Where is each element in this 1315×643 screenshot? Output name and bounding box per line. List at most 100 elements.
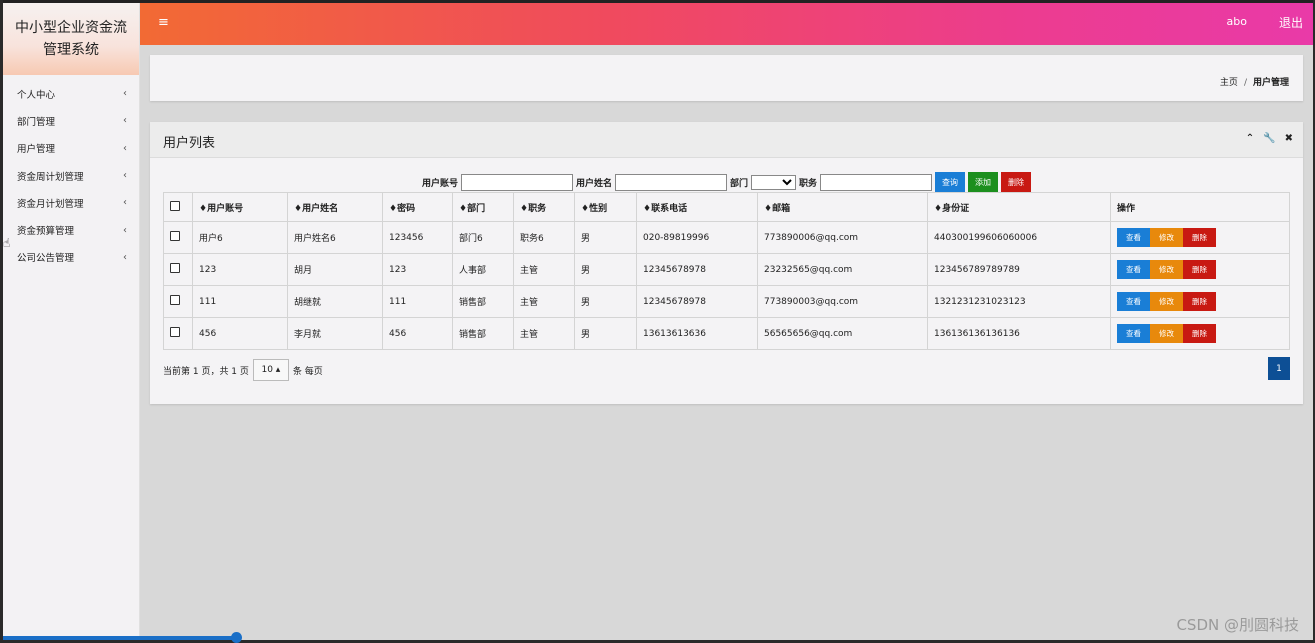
card-header: 用户列表 ⌃ 🔧 ✖ <box>150 122 1303 158</box>
cell-account: 456 <box>192 317 288 350</box>
breadcrumb-panel: 主页 / 用户管理 <box>150 55 1303 101</box>
progress-handle[interactable] <box>231 632 242 643</box>
pagination-info: 当前第 1 页，共 1 页 10 ▴ 条 每页 <box>163 359 323 381</box>
column-header[interactable]: ♦联系电话 <box>636 192 758 222</box>
select-all-checkbox[interactable] <box>163 192 193 222</box>
sidebar-item-label: 资金周计划管理 <box>17 171 84 183</box>
sidebar-item-monthly-plan[interactable]: 资金月计划管理 ‹ <box>3 189 139 216</box>
delete-button[interactable]: 删除 <box>1183 324 1216 343</box>
delete-button[interactable]: 删除 <box>1183 260 1216 279</box>
bulk-delete-button[interactable]: 删除 <box>1001 172 1032 193</box>
sidebar-item-label: 资金预算管理 <box>17 226 75 238</box>
sidebar-item-label: 个人中心 <box>17 89 56 101</box>
column-header[interactable]: ♦用户账号 <box>192 192 288 222</box>
page-button-current[interactable]: 1 <box>1268 357 1290 380</box>
card-title: 用户列表 <box>163 136 216 151</box>
sidebar: 中小型企业资金流管理系统 个人中心 ‹ 部门管理 ‹ 用户管理 ‹ 资金周计划管理 ‹ … <box>3 3 140 640</box>
menu-toggle-icon[interactable]: ≡ <box>158 15 169 30</box>
per-page-label: 条 每页 <box>292 366 323 377</box>
view-button[interactable]: 查看 <box>1117 228 1150 247</box>
cell-email: 56565656@qq.com <box>757 317 928 350</box>
sidebar-item-department[interactable]: 部门管理 ‹ <box>3 107 139 134</box>
row-checkbox[interactable] <box>163 285 193 318</box>
column-header[interactable]: ♦邮箱 <box>757 192 928 222</box>
column-header: 操作 <box>1110 192 1290 222</box>
cell-id-card: 440300199606060006 <box>927 221 1111 254</box>
mouse-cursor-icon: ☝ <box>3 236 11 250</box>
query-button[interactable]: 查询 <box>935 172 966 193</box>
column-header[interactable]: ♦部门 <box>452 192 514 222</box>
breadcrumb: 主页 / 用户管理 <box>1220 75 1289 88</box>
column-header[interactable]: ♦用户姓名 <box>287 192 383 222</box>
sidebar-item-budget[interactable]: 资金预算管理 ‹ <box>3 216 139 243</box>
sidebar-item-personal-center[interactable]: 个人中心 ‹ <box>3 80 139 107</box>
chevron-left-icon: ‹ <box>123 142 127 154</box>
column-header[interactable]: ♦性别 <box>574 192 637 222</box>
cell-position: 主管 <box>513 253 575 286</box>
page-size-select[interactable]: 10 ▴ <box>252 359 289 381</box>
column-header[interactable]: ♦身份证 <box>927 192 1111 222</box>
cell-gender: 男 <box>574 317 637 350</box>
collapse-icon[interactable]: ⌃ <box>1245 133 1255 144</box>
account-label: 用户账号 <box>421 179 458 189</box>
breadcrumb-current: 用户管理 <box>1252 78 1289 88</box>
cell-gender: 男 <box>574 285 637 318</box>
sidebar-item-label: 资金月计划管理 <box>17 198 84 210</box>
cell-actions: 查看 修改 删除 <box>1110 221 1290 254</box>
view-button[interactable]: 查看 <box>1117 292 1150 311</box>
logout-link[interactable]: 退出 <box>1278 16 1303 30</box>
wrench-icon[interactable]: 🔧 <box>1263 133 1276 144</box>
row-checkbox[interactable] <box>163 253 193 286</box>
row-checkbox[interactable] <box>163 317 193 350</box>
edit-button[interactable]: 修改 <box>1150 260 1183 279</box>
watermark: CSDN @刖圆科技 <box>1176 616 1299 634</box>
delete-button[interactable]: 删除 <box>1183 228 1216 247</box>
cell-email: 773890006@qq.com <box>757 221 928 254</box>
position-input[interactable] <box>820 174 933 191</box>
cell-account: 用户6 <box>192 221 288 254</box>
cell-position: 主管 <box>513 317 575 350</box>
sidebar-item-weekly-plan[interactable]: 资金周计划管理 ‹ <box>3 162 139 189</box>
edit-button[interactable]: 修改 <box>1150 228 1183 247</box>
view-button[interactable]: 查看 <box>1117 260 1150 279</box>
user-table: ♦用户账号 ♦用户姓名 ♦密码 ♦部门 ♦职务 ♦性别 ♦联系电话 ♦邮箱 ♦身… <box>163 192 1290 350</box>
view-button[interactable]: 查看 <box>1117 324 1150 343</box>
table-row: 111 胡继就 111 销售部 主管 男 12345678978 7738900… <box>163 285 1290 318</box>
cell-password: 123 <box>382 253 453 286</box>
cell-actions: 查看 修改 删除 <box>1110 285 1290 318</box>
column-header[interactable]: ♦密码 <box>382 192 453 222</box>
chevron-left-icon: ‹ <box>123 197 127 209</box>
name-input[interactable] <box>615 174 727 191</box>
breadcrumb-home[interactable]: 主页 <box>1219 78 1238 88</box>
sidebar-item-users[interactable]: 用户管理 ‹ <box>3 135 139 162</box>
table-row: 456 李月就 456 销售部 主管 男 13613613636 5656565… <box>163 317 1290 350</box>
table-row: 用户6 用户姓名6 123456 部门6 职务6 男 020-89819996 … <box>163 221 1290 254</box>
table-row: 123 胡月 123 人事部 主管 男 12345678978 23232565… <box>163 253 1290 286</box>
dept-select[interactable] <box>751 175 797 190</box>
column-header[interactable]: ♦职务 <box>513 192 575 222</box>
cell-id-card: 123456789789789 <box>927 253 1111 286</box>
account-input[interactable] <box>460 174 573 191</box>
edit-button[interactable]: 修改 <box>1150 324 1183 343</box>
cell-name: 胡月 <box>287 253 383 286</box>
cell-account: 123 <box>192 253 288 286</box>
cell-name: 胡继就 <box>287 285 383 318</box>
add-button[interactable]: 添加 <box>968 172 999 193</box>
close-icon[interactable]: ✖ <box>1284 133 1293 144</box>
cell-gender: 男 <box>574 253 637 286</box>
cell-id-card: 1321231231023123 <box>927 285 1111 318</box>
cell-actions: 查看 修改 删除 <box>1110 317 1290 350</box>
delete-button[interactable]: 删除 <box>1183 292 1216 311</box>
edit-button[interactable]: 修改 <box>1150 292 1183 311</box>
row-checkbox[interactable] <box>163 221 193 254</box>
window-frame-left <box>0 0 3 643</box>
top-header: ≡ abo 退出 <box>140 3 1313 45</box>
sidebar-item-announcements[interactable]: 公司公告管理 ‹ <box>3 244 139 271</box>
table-header-row: ♦用户账号 ♦用户姓名 ♦密码 ♦部门 ♦职务 ♦性别 ♦联系电话 ♦邮箱 ♦身… <box>163 192 1290 222</box>
media-progress-bar[interactable] <box>3 636 238 640</box>
cell-name: 用户姓名6 <box>287 221 383 254</box>
sidebar-menu: 个人中心 ‹ 部门管理 ‹ 用户管理 ‹ 资金周计划管理 ‹ 资金月计划管理 ‹ 资金预算… <box>3 75 139 271</box>
page-status: 当前第 1 页，共 1 页 <box>163 366 249 377</box>
sidebar-item-label: 部门管理 <box>17 116 56 128</box>
cell-actions: 查看 修改 删除 <box>1110 253 1290 286</box>
